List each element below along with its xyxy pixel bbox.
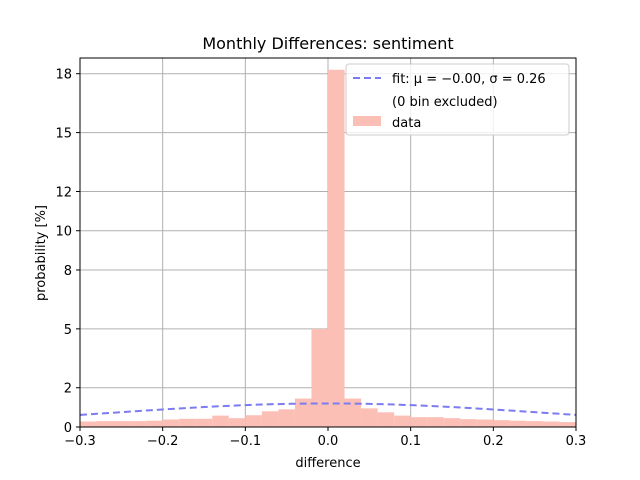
histogram-bar: [228, 418, 246, 427]
y-tick-label: 12: [55, 185, 72, 200]
histogram-bar: [443, 418, 461, 427]
legend-box: [345, 63, 570, 136]
histogram-bar: [80, 421, 97, 427]
legend-note-label: (0 bin excluded): [392, 95, 498, 110]
x-tick-label: 0.1: [400, 434, 421, 449]
histogram-bar: [146, 420, 163, 427]
y-tick-label: 5: [64, 323, 72, 338]
histogram-bar: [162, 419, 180, 427]
histogram-bar: [509, 420, 527, 427]
histogram-bar: [311, 328, 328, 427]
histogram-bar: [179, 418, 196, 427]
histogram-bar: [377, 412, 395, 427]
x-tick-label: 0.2: [483, 434, 504, 449]
histogram-bars: [80, 69, 576, 427]
x-axis-ticks: −0.3 −0.2 −0.1 0.0 0.1 0.2 0.3: [64, 427, 586, 449]
x-tick-label: 0.3: [566, 434, 587, 449]
histogram-bar: [476, 419, 494, 427]
legend-data-label: data: [392, 116, 421, 131]
histogram-bar: [212, 415, 229, 427]
histogram-bar: [245, 415, 262, 427]
histogram-bar: [427, 417, 444, 427]
gaussian-fit-curve: [79, 402, 577, 416]
histogram-bar: [195, 418, 213, 427]
y-tick-label: 15: [55, 127, 72, 142]
y-tick-label: 10: [55, 225, 72, 240]
histogram-bar: [328, 69, 345, 427]
histogram-bar: [294, 398, 312, 427]
legend-data-swatch: [353, 116, 381, 126]
legend: fit: μ = −0.00, σ = 0.26 (0 bin excluded…: [345, 63, 570, 136]
histogram-bar: [542, 421, 560, 427]
histogram-bar: [394, 415, 411, 427]
y-axis-label: probability [%]: [34, 205, 49, 301]
histogram-bar: [96, 421, 114, 427]
histogram-bar: [410, 417, 428, 427]
legend-fit-label: fit: μ = −0.00, σ = 0.26: [392, 72, 546, 87]
histogram-bar: [344, 398, 362, 427]
x-tick-label: −0.3: [64, 434, 96, 449]
histogram-bar: [361, 408, 378, 427]
x-tick-label: −0.1: [230, 434, 262, 449]
chart-title: Monthly Differences: sentiment: [202, 34, 453, 53]
histogram-bar: [526, 421, 543, 427]
histogram-bar: [460, 419, 477, 427]
histogram-bar: [129, 421, 147, 427]
y-tick-label: 0: [64, 421, 72, 436]
y-axis-ticks: 0 2 5 8 10 12 15 18: [55, 68, 80, 436]
x-tick-label: 0.0: [318, 434, 339, 449]
x-axis-label: difference: [295, 456, 360, 471]
histogram-bar: [261, 411, 279, 427]
histogram-bar: [493, 420, 510, 427]
y-tick-label: 18: [55, 68, 72, 83]
histogram-bar: [278, 409, 295, 427]
x-tick-label: −0.2: [147, 434, 179, 449]
histogram-bar: [559, 422, 576, 427]
y-tick-label: 8: [64, 264, 72, 279]
histogram-bar: [113, 421, 130, 427]
y-tick-label: 2: [64, 382, 72, 397]
